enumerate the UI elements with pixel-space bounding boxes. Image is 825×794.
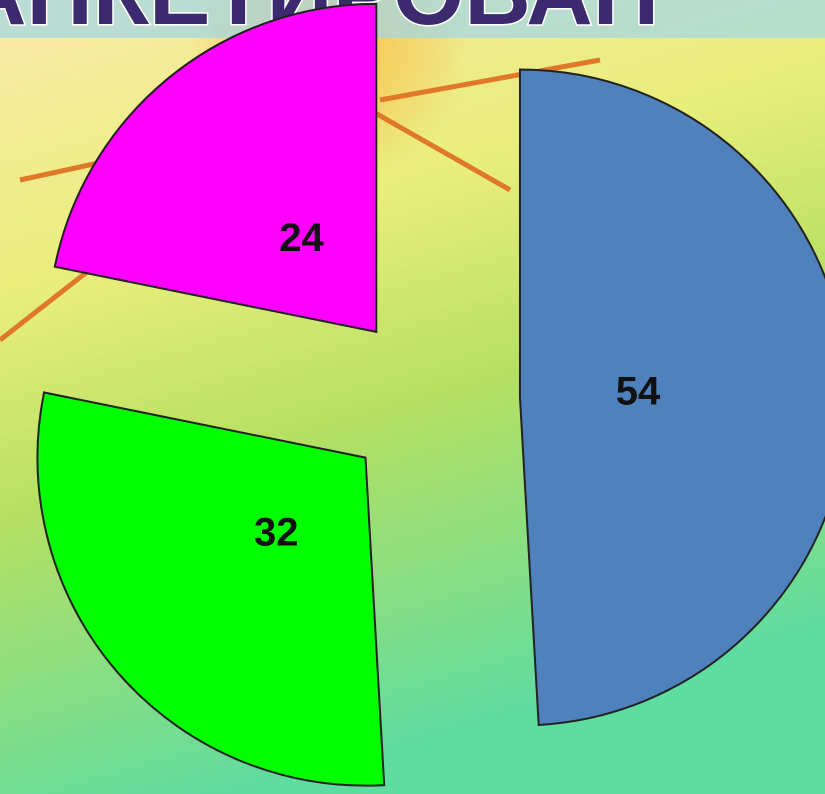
title-bar [0,0,825,38]
data-label: 32 [254,511,299,555]
pie-slice [518,68,825,727]
data-label: 24 [279,216,324,260]
data-label: 54 [616,370,661,414]
pie-slice [36,391,386,787]
pie-slice [53,2,378,334]
